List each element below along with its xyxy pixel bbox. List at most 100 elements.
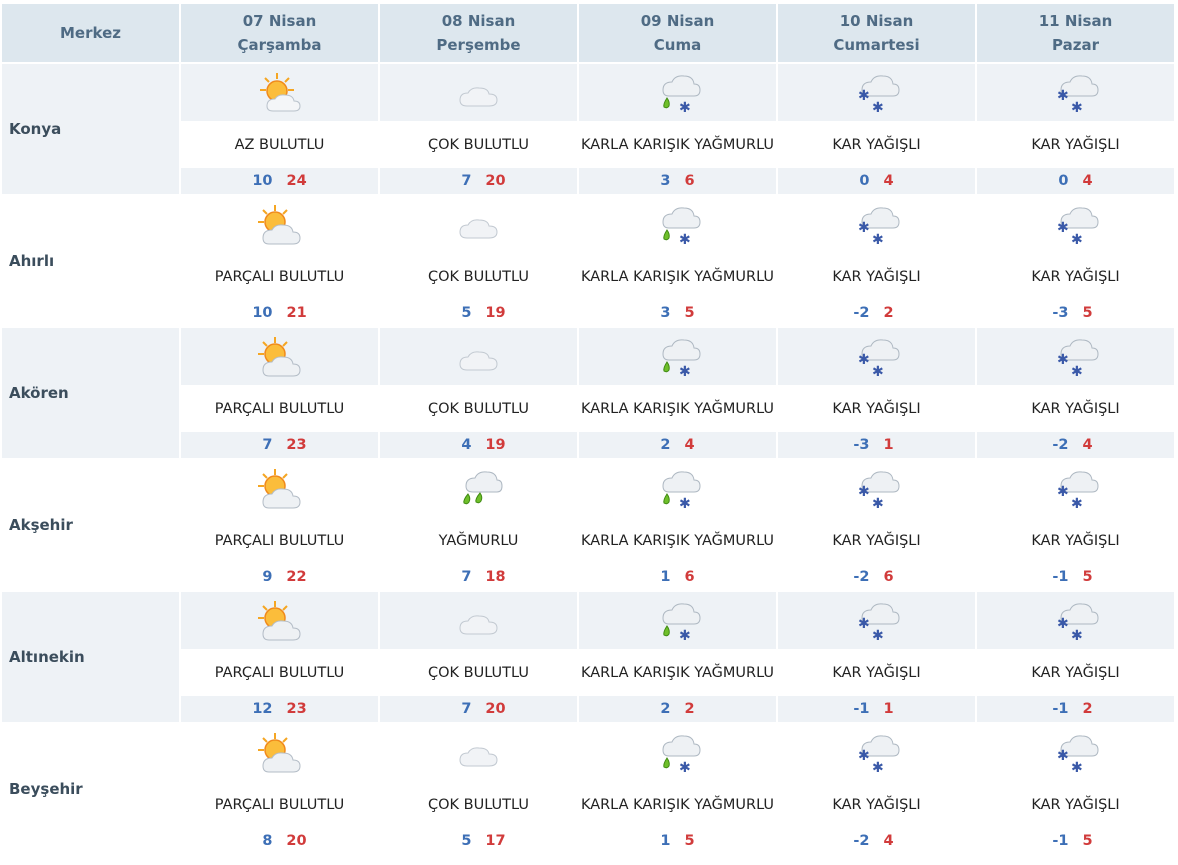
cloud-icon <box>454 730 504 776</box>
table-row: 10 24 7 20 3 6 0 4 0 4 <box>2 168 1174 194</box>
max-temperature: 4 <box>883 173 894 189</box>
table-row: AZ BULUTLU ÇOK BULUTLU KARLA KARIŞIK YAĞMU… <box>2 123 1174 166</box>
city-block: Akören ✱ ✱ ✱ ✱ ✱ PARÇALI BULUTLU ÇOK BULU… <box>2 328 1174 458</box>
city-name[interactable]: Akşehir <box>2 460 179 590</box>
condition-text: KAR YAĞIŞLI <box>778 387 975 430</box>
svg-text:✱: ✱ <box>679 232 691 248</box>
weather-icon-cell <box>380 460 577 517</box>
svg-text:✱: ✱ <box>1057 352 1069 368</box>
snow-icon: ✱ ✱ <box>852 70 902 116</box>
condition-text: ÇOK BULUTLU <box>380 387 577 430</box>
temperature-cell: 9 22 <box>181 564 378 590</box>
weather-icon-cell: ✱ ✱ <box>977 64 1174 121</box>
svg-text:✱: ✱ <box>858 484 870 500</box>
max-temperature: 18 <box>485 569 506 585</box>
weather-icon-cell: ✱ ✱ <box>778 196 975 253</box>
sun-cloud-icon <box>255 70 305 116</box>
max-temperature: 20 <box>286 833 307 849</box>
max-temperature: 6 <box>684 569 695 585</box>
max-temperature: 5 <box>1082 305 1093 321</box>
table-row: Akşehir ✱ ✱ ✱ ✱ ✱ <box>2 460 1174 590</box>
condition-text: ÇOK BULUTLU <box>380 783 577 826</box>
city-block: Beyşehir ✱ ✱ ✱ ✱ ✱ PARÇALI BULUTLU ÇOK BU… <box>2 724 1174 854</box>
max-temperature: 5 <box>684 833 695 849</box>
snow-icon: ✱ ✱ <box>1051 730 1101 776</box>
city-name[interactable]: Konya <box>2 64 179 194</box>
condition-text: KARLA KARIŞIK YAĞMURLU <box>579 651 776 694</box>
city-block: Ahırlı ✱ ✱ ✱ ✱ ✱ PARÇALI BULUTLU ÇOK BULU… <box>2 196 1174 326</box>
weather-icon-cell <box>181 328 378 385</box>
max-temperature: 1 <box>883 437 894 453</box>
weather-icon-cell: ✱ ✱ <box>778 592 975 649</box>
temperature-cell: 10 21 <box>181 300 378 326</box>
svg-text:✱: ✱ <box>1057 220 1069 236</box>
city-block: Altınekin ✱ ✱ ✱ ✱ ✱ PARÇALI BULUTLU ÇOK B… <box>2 592 1174 722</box>
svg-text:✱: ✱ <box>679 628 691 644</box>
condition-text: PARÇALI BULUTLU <box>181 519 378 562</box>
partly-cloudy-icon <box>255 466 305 512</box>
max-temperature: 23 <box>286 701 307 717</box>
snow-icon: ✱ ✱ <box>1051 202 1101 248</box>
svg-text:✱: ✱ <box>872 100 884 116</box>
table-row: PARÇALI BULUTLU YAĞMURLU KARLA KARIŞIK YAĞ… <box>2 519 1174 562</box>
header-date: 10 Nisan <box>839 12 914 30</box>
condition-text: KAR YAĞIŞLI <box>778 783 975 826</box>
svg-text:✱: ✱ <box>679 100 691 116</box>
min-temperature: 8 <box>262 833 273 849</box>
condition-text: KAR YAĞIŞLI <box>977 387 1174 430</box>
min-temperature: 7 <box>461 173 472 189</box>
min-temperature: 2 <box>660 701 671 717</box>
temperature-cell: 12 23 <box>181 696 378 722</box>
max-temperature: 5 <box>1082 569 1093 585</box>
header-day: 08 Nisan Perşembe <box>380 4 577 62</box>
sleet-icon: ✱ <box>653 466 703 512</box>
max-temperature: 5 <box>1082 833 1093 849</box>
min-temperature: -1 <box>1052 701 1069 717</box>
weather-icon-cell: ✱ ✱ <box>977 196 1174 253</box>
svg-text:✱: ✱ <box>1071 100 1083 116</box>
svg-text:✱: ✱ <box>872 760 884 776</box>
max-temperature: 1 <box>883 701 894 717</box>
city-name[interactable]: Altınekin <box>2 592 179 722</box>
table-row: 9 22 7 18 1 6 -2 6 -1 5 <box>2 564 1174 590</box>
condition-text: KAR YAĞIŞLI <box>778 123 975 166</box>
header-date: 08 Nisan <box>441 12 516 30</box>
temperature-cell: -2 2 <box>778 300 975 326</box>
city-block: Akşehir ✱ ✱ ✱ ✱ ✱ PARÇALI BULUTLU YAĞMURL… <box>2 460 1174 590</box>
svg-text:✱: ✱ <box>872 232 884 248</box>
snow-icon: ✱ ✱ <box>1051 334 1101 380</box>
max-temperature: 23 <box>286 437 307 453</box>
temperature-cell: 8 20 <box>181 828 378 854</box>
header-day: 11 Nisan Pazar <box>977 4 1174 62</box>
condition-text: ÇOK BULUTLU <box>380 255 577 298</box>
partly-cloudy-icon <box>255 730 305 776</box>
weather-icon-cell: ✱ <box>579 460 776 517</box>
header-day: 09 Nisan Cuma <box>579 4 776 62</box>
svg-text:✱: ✱ <box>1057 748 1069 764</box>
temperature-cell: 7 20 <box>380 168 577 194</box>
temperature-cell: 7 20 <box>380 696 577 722</box>
city-name[interactable]: Beyşehir <box>2 724 179 854</box>
weather-icon-cell: ✱ <box>579 328 776 385</box>
header-weekday: Cuma <box>653 36 702 54</box>
snow-icon: ✱ ✱ <box>1051 70 1101 116</box>
temperature-cell: -1 5 <box>977 828 1174 854</box>
partly-cloudy-icon <box>255 202 305 248</box>
condition-text: YAĞMURLU <box>380 519 577 562</box>
weather-icon-cell: ✱ ✱ <box>977 592 1174 649</box>
condition-text: PARÇALI BULUTLU <box>181 783 378 826</box>
svg-text:✱: ✱ <box>858 220 870 236</box>
header-date: 07 Nisan <box>242 12 317 30</box>
weather-icon-cell <box>181 460 378 517</box>
svg-text:✱: ✱ <box>1071 628 1083 644</box>
svg-text:✱: ✱ <box>1071 760 1083 776</box>
condition-text: PARÇALI BULUTLU <box>181 387 378 430</box>
weather-icon-cell: ✱ ✱ <box>778 460 975 517</box>
city-name[interactable]: Ahırlı <box>2 196 179 326</box>
svg-text:✱: ✱ <box>1057 484 1069 500</box>
condition-text: KAR YAĞIŞLI <box>977 651 1174 694</box>
city-name[interactable]: Akören <box>2 328 179 458</box>
